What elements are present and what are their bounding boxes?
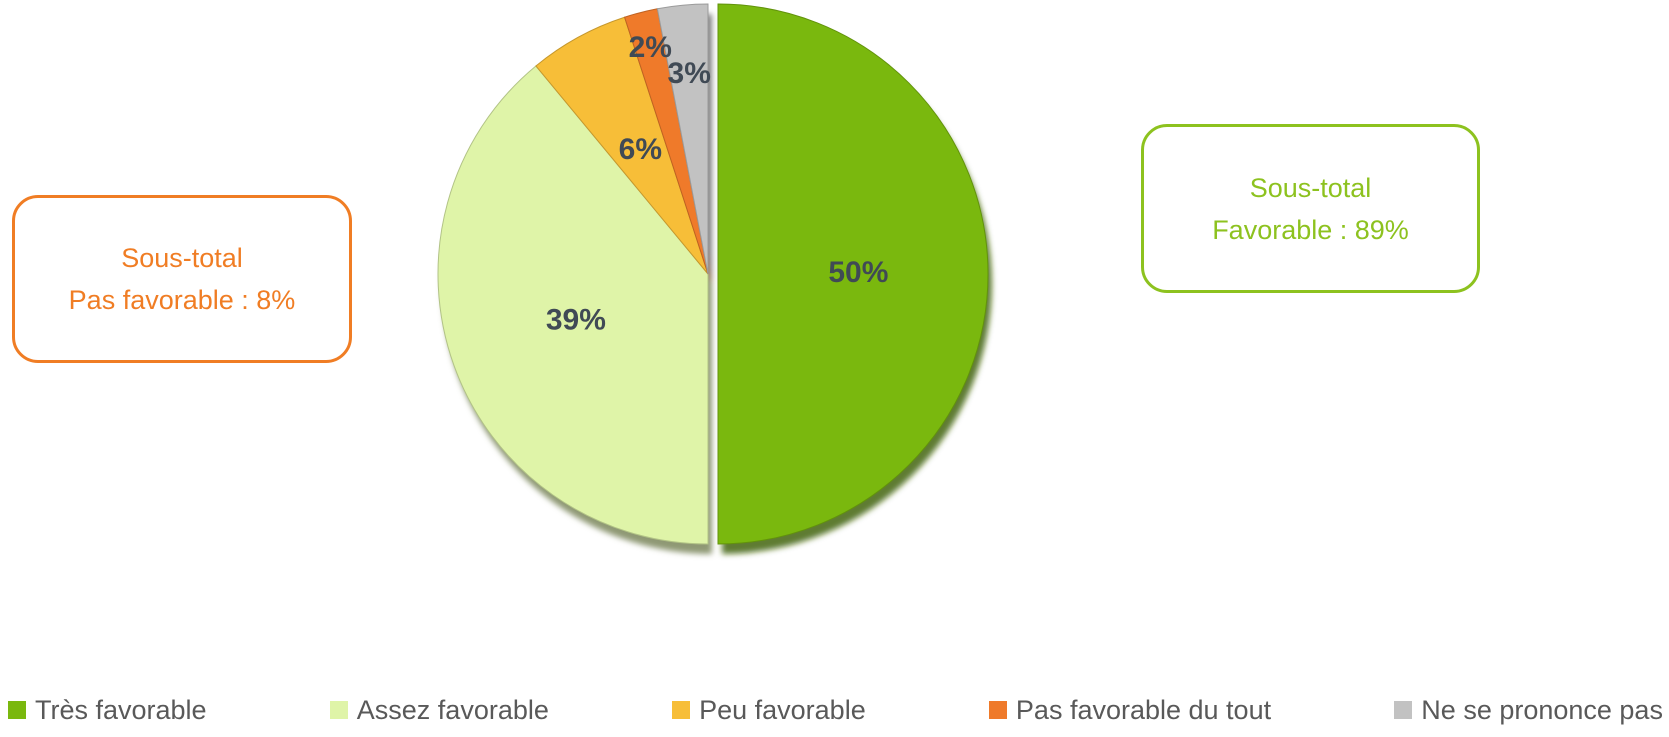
- legend-swatch: [329, 701, 348, 719]
- chart-legend: Très favorable Assez favorable Peu favor…: [8, 683, 1663, 737]
- pie-slice-ne-se-prononce-pas: [656, 3, 709, 275]
- pie-slices: [437, 3, 989, 545]
- legend-swatch: [8, 701, 26, 719]
- favorable-subtotal-title: Sous-total: [1249, 172, 1372, 203]
- legend-label: Très favorable: [35, 694, 207, 725]
- legend-label: Assez favorable: [356, 694, 549, 725]
- legend-item-tres-favorable: Très favorable: [8, 695, 207, 726]
- pie-value-label-tres-favorable: 50%: [828, 256, 888, 289]
- pie-value-label-pas-favorable-du-tout: 2%: [629, 31, 672, 64]
- pie-slice-tres-favorable: [717, 3, 989, 545]
- unfavorable-subtotal-value: Pas favorable : 8%: [68, 285, 296, 315]
- unfavorable-subtotal-callout: Sous-total Pas favorable : 8%: [12, 195, 352, 363]
- legend-swatch: [672, 701, 691, 719]
- pie-value-label-ne-se-prononce-pas: 3%: [668, 57, 711, 90]
- pie-value-label-assez-favorable: 39%: [546, 303, 606, 336]
- legend-swatch: [988, 701, 1007, 719]
- legend-label: Ne se prononce pas: [1421, 694, 1663, 725]
- legend-item-pas-favorable-du-tout: Pas favorable du tout: [988, 694, 1272, 726]
- legend-item-ne-se-prononce-pas: Ne se prononce pas: [1394, 695, 1663, 726]
- pie-slice-assez-favorable: [437, 65, 709, 545]
- legend-swatch: [1394, 701, 1413, 719]
- unfavorable-subtotal-title: Sous-total: [121, 243, 243, 273]
- favorable-subtotal-value: Favorable : 89%: [1212, 214, 1409, 245]
- pie-value-label-peu-favorable: 6%: [619, 133, 662, 166]
- favorable-subtotal-callout: Sous-total Favorable : 89%: [1141, 124, 1480, 293]
- pie-value-labels: 50% 39% 6% 2%3%: [546, 31, 889, 336]
- legend-label: Pas favorable du tout: [1015, 694, 1272, 725]
- legend-item-assez-favorable: Assez favorable: [329, 694, 549, 726]
- legend-label: Peu favorable: [699, 694, 866, 725]
- legend-item-peu-favorable: Peu favorable: [672, 695, 866, 726]
